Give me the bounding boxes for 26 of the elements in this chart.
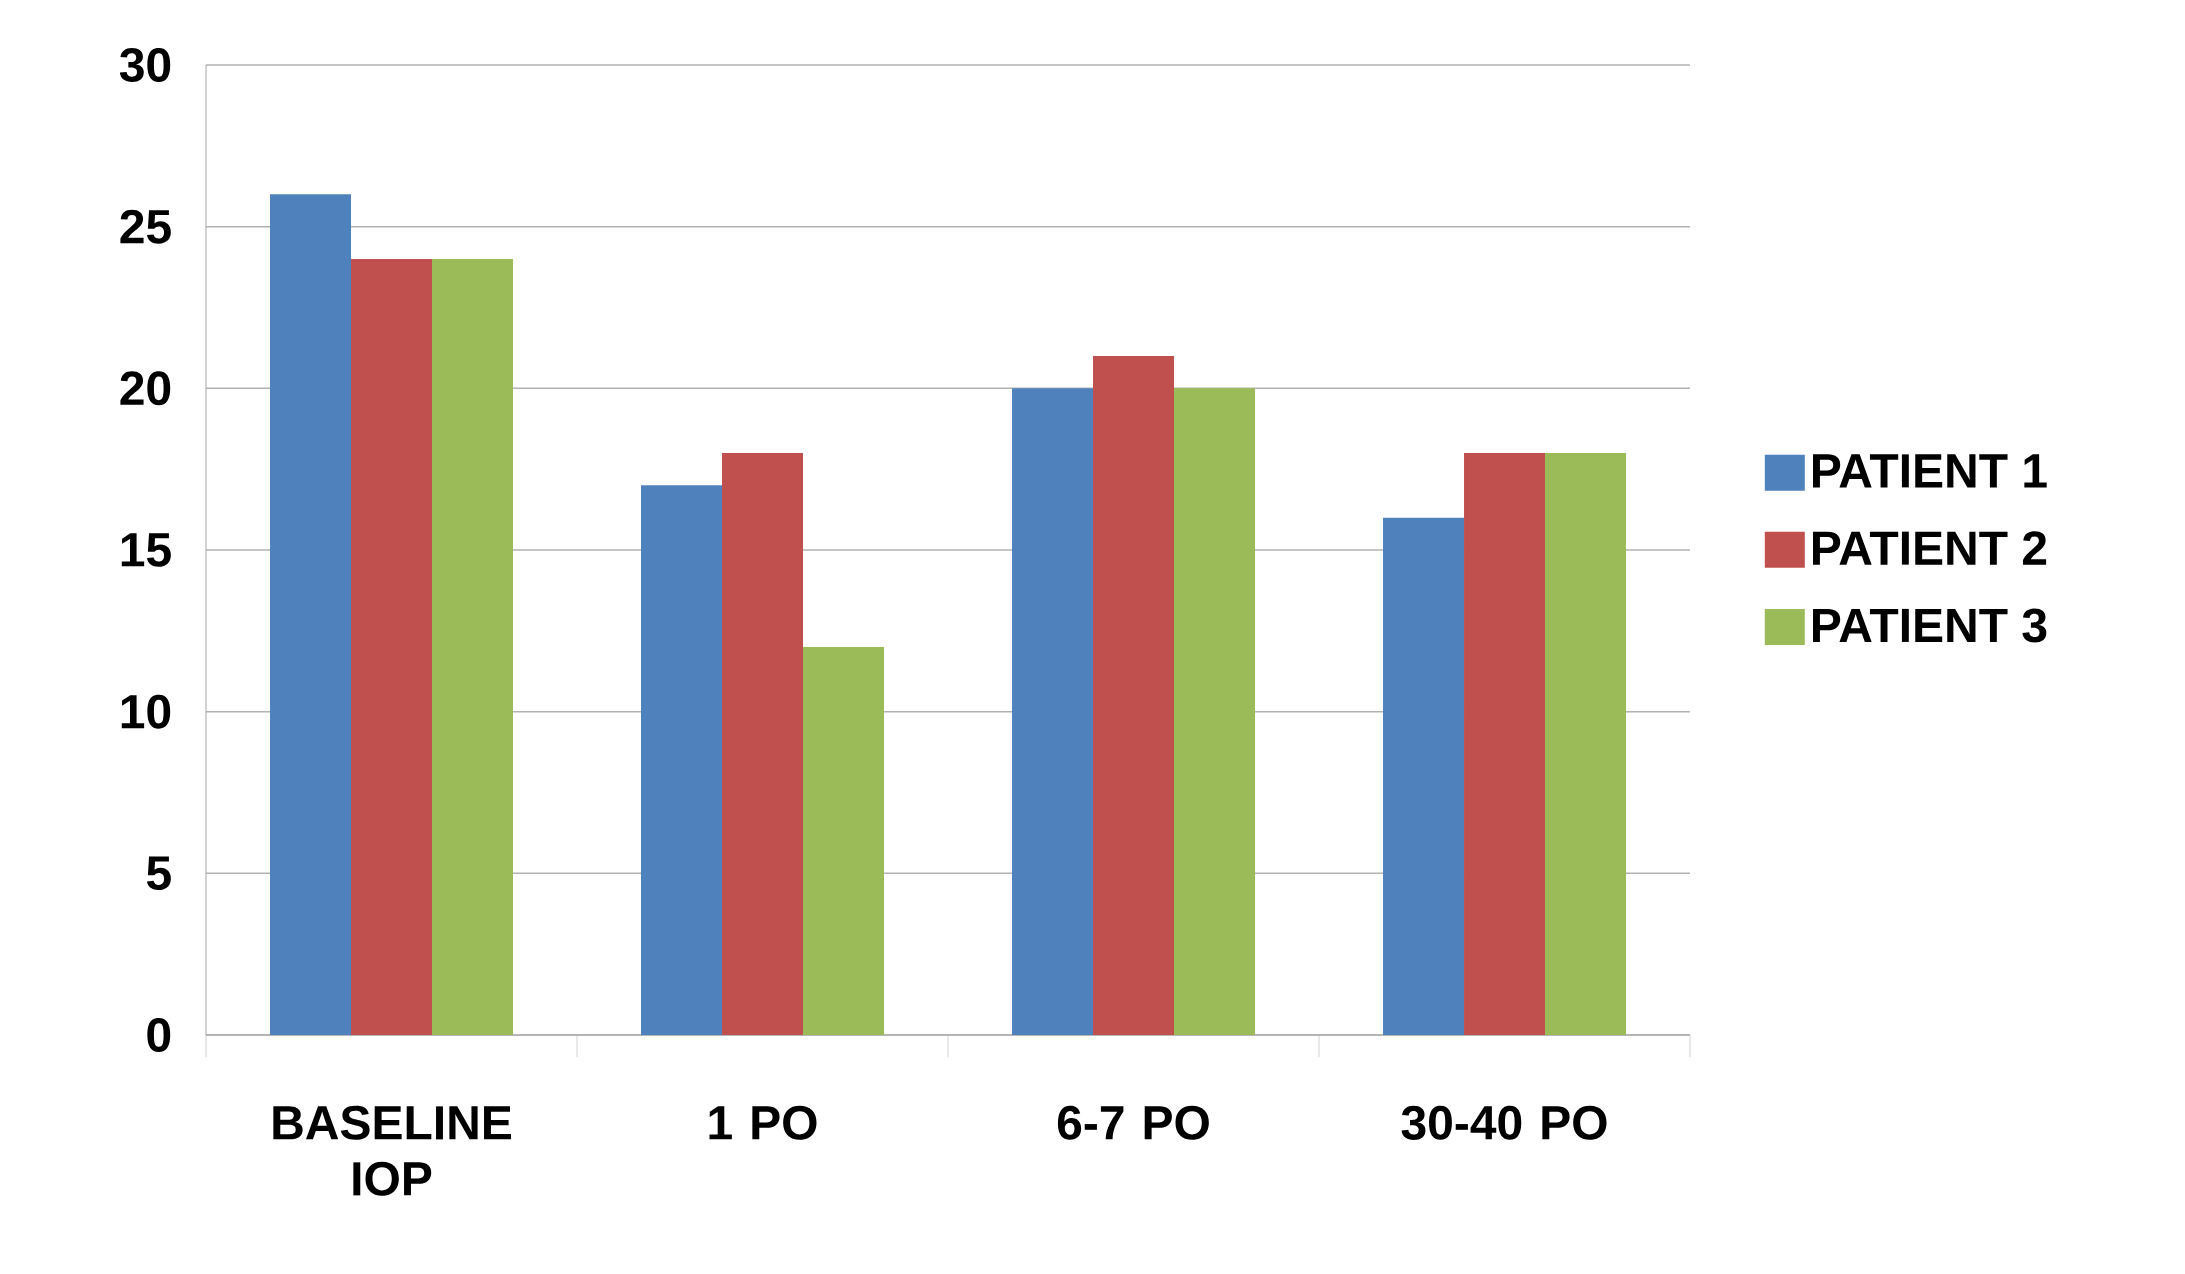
- bar: [1545, 453, 1627, 1036]
- legend-label: PATIENT 2: [1813, 531, 2047, 565]
- legend-label: PATIENT 3: [1813, 608, 2047, 643]
- x-tick-label: BASELINE IOP: [273, 1105, 511, 1196]
- y-tick-label: 25: [120, 209, 171, 244]
- x-tick-label: 30-40 PO: [1401, 1105, 1607, 1140]
- bar: [432, 259, 513, 1036]
- bar: [351, 259, 433, 1036]
- bar: [1093, 356, 1175, 1036]
- bar: [1012, 388, 1094, 1036]
- y-tick-label: 20: [120, 371, 171, 406]
- bar: [1383, 517, 1465, 1036]
- y-tick-label: 10: [121, 694, 171, 729]
- x-tick-label: 6-7 PO: [1057, 1105, 1209, 1140]
- x-tick-label: 1 PO: [709, 1105, 817, 1140]
- bar: [803, 647, 885, 1036]
- bar: [722, 453, 803, 1036]
- y-tick-label: 30: [119, 47, 171, 83]
- bar: [641, 485, 723, 1036]
- bar: [270, 194, 351, 1036]
- legend-label: PATIENT 1: [1813, 454, 2047, 488]
- bar: [1174, 388, 1256, 1036]
- y-tick-label: 5: [146, 856, 171, 891]
- y-tick-label: 15: [121, 533, 171, 567]
- bar: [1464, 453, 1546, 1036]
- y-tick-label: 0: [147, 1018, 171, 1053]
